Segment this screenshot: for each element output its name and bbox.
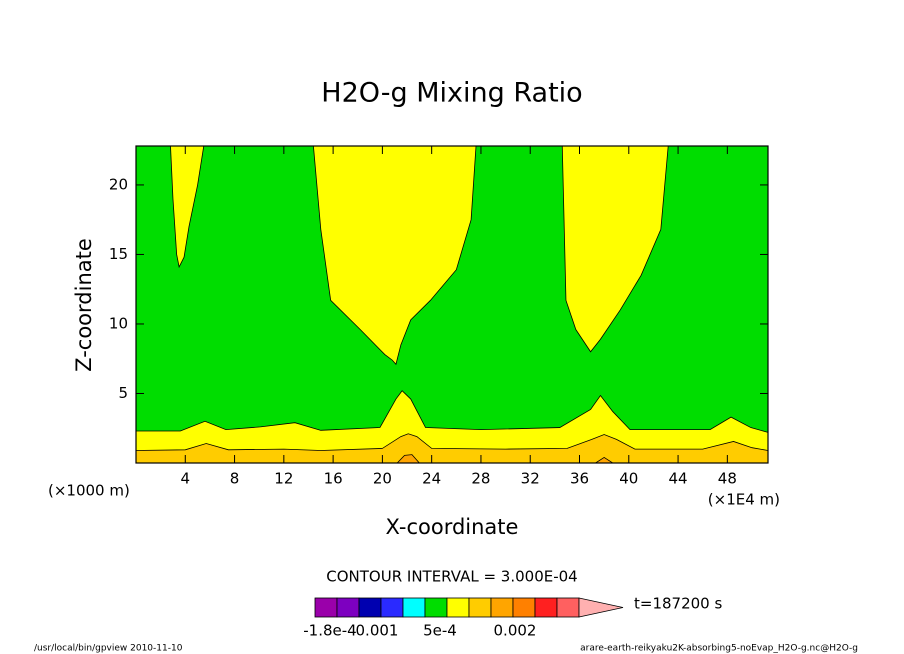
y-unit: (×1000 m) <box>48 482 130 500</box>
x-tick-label: 28 <box>471 470 490 488</box>
x-tick-label: 44 <box>669 470 688 488</box>
x-tick-label: 36 <box>570 470 589 488</box>
contour-region <box>170 146 205 269</box>
contour-interval: CONTOUR INTERVAL = 3.000E-04 <box>326 568 577 586</box>
colorbar-box <box>336 597 360 618</box>
x-tick-label: 24 <box>422 470 441 488</box>
y-axis-label: Z-coordinate <box>72 238 96 372</box>
contour-region <box>561 146 669 353</box>
x-axis-label: X-coordinate <box>386 515 519 539</box>
colorbar-label: -1.8e-4 <box>303 622 356 640</box>
colorbar-box <box>556 597 580 618</box>
colorbar-box <box>446 597 470 618</box>
colorbar-label: 5e-4 <box>423 622 457 640</box>
colorbar-box <box>380 597 404 618</box>
footer-right: arare-earth-reikyaku2K-absorbing5-noEvap… <box>580 644 858 654</box>
colorbar-box <box>402 597 426 618</box>
y-tick-label: 15 <box>109 245 128 263</box>
x-tick-label: 32 <box>521 470 540 488</box>
x-tick-label: 20 <box>373 470 392 488</box>
footer-left: /usr/local/bin/gpview 2010-11-10 <box>34 644 183 654</box>
contour-region <box>313 146 477 366</box>
y-tick-label: 5 <box>118 384 128 402</box>
colorbar-arrow <box>578 597 624 618</box>
x-tick-label: 12 <box>274 470 293 488</box>
x-tick-label: 16 <box>324 470 343 488</box>
colorbar-box <box>468 597 492 618</box>
colorbar-label: 0.002 <box>494 622 537 640</box>
colorbar-box <box>358 597 382 618</box>
plot-area <box>136 146 768 463</box>
x-unit: (×1E4 m) <box>708 491 780 509</box>
chart-title: H2O-g Mixing Ratio <box>321 78 582 109</box>
colorbar-box <box>512 597 536 618</box>
x-tick-label: 40 <box>619 470 638 488</box>
colorbar-box <box>490 597 514 618</box>
x-tick-label: 8 <box>230 470 240 488</box>
contour-region <box>594 456 614 463</box>
contour-region <box>136 433 768 463</box>
colorbar-box <box>314 597 338 618</box>
time-label: t=187200 s <box>634 595 722 613</box>
x-tick-label: 48 <box>718 470 737 488</box>
plot-frame <box>135 145 769 464</box>
colorbar-box <box>424 597 448 618</box>
y-tick-label: 20 <box>109 175 128 193</box>
colorbar-label: 0.001 <box>356 622 399 640</box>
x-tick-label: 4 <box>181 470 191 488</box>
colorbar-box <box>534 597 558 618</box>
contour-region <box>396 454 420 463</box>
y-tick-label: 10 <box>109 314 128 332</box>
